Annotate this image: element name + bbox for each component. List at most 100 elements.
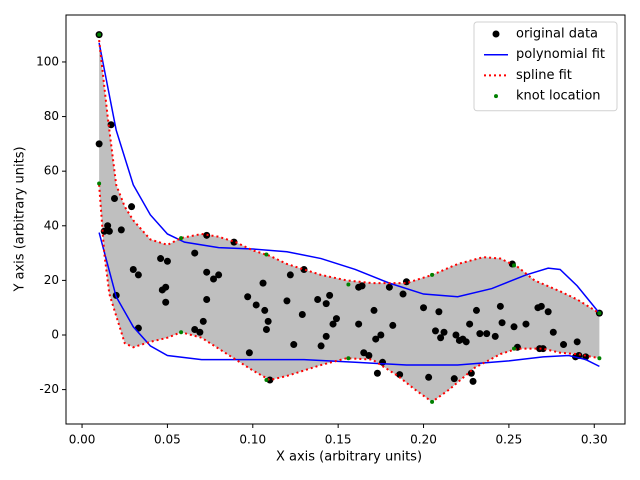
data-point: [373, 369, 381, 377]
data-point: [560, 341, 568, 349]
data-point: [435, 308, 443, 316]
data-point: [462, 338, 470, 346]
data-point: [597, 311, 602, 316]
data-point: [396, 371, 404, 379]
data-point: [539, 345, 547, 353]
data-point: [472, 306, 480, 314]
data-point: [522, 320, 530, 328]
y-tick-label: -20: [39, 382, 59, 396]
data-point: [97, 32, 102, 37]
data-point: [389, 321, 397, 329]
data-point: [597, 356, 602, 361]
data-point: [360, 349, 368, 357]
data-point: [370, 306, 378, 314]
data-point: [290, 341, 298, 349]
data-point: [191, 326, 199, 334]
data-point: [314, 295, 322, 303]
data-point: [496, 302, 504, 310]
data-point: [163, 257, 171, 265]
x-tick-label: 0.25: [496, 433, 523, 447]
data-point: [128, 203, 136, 211]
data-point: [252, 301, 260, 309]
x-tick-label: 0.10: [239, 433, 266, 447]
data-point: [452, 331, 460, 339]
legend-box: [473, 21, 618, 112]
data-point: [203, 268, 211, 276]
y-tick-label: 40: [44, 218, 59, 232]
x-tick-label: 0.15: [325, 433, 352, 447]
fit-line: [98, 232, 600, 368]
legend-swatch: [492, 30, 500, 38]
data-point: [191, 249, 199, 257]
x-tick-label: 0.00: [69, 433, 96, 447]
data-point: [425, 373, 433, 381]
data-point: [203, 295, 211, 303]
x-tick-label: 0.20: [410, 433, 437, 447]
data-point: [437, 334, 445, 342]
data-point: [283, 297, 291, 305]
x-tick-label: 0.05: [154, 433, 181, 447]
data-point: [244, 293, 252, 301]
data-point: [476, 330, 484, 338]
data-point: [264, 378, 269, 383]
axes-frame: [65, 14, 626, 425]
data-point: [450, 375, 458, 383]
data-point: [264, 252, 269, 257]
data-point: [346, 282, 351, 287]
data-point: [498, 319, 506, 327]
data-point: [326, 291, 334, 299]
data-point: [179, 236, 184, 241]
fit-line: [98, 184, 600, 404]
data-point: [105, 227, 113, 235]
fit-line: [98, 40, 600, 315]
data-point: [110, 194, 118, 202]
y-tick-label: 20: [44, 273, 59, 287]
data-point: [95, 140, 103, 148]
data-point: [385, 283, 393, 291]
legend-label: polynomial fit: [516, 47, 605, 62]
data-point: [322, 332, 330, 340]
legend-label: knot location: [516, 89, 601, 104]
data-point: [491, 332, 499, 340]
data-point: [537, 302, 545, 310]
data-point: [286, 271, 294, 279]
data-point: [300, 265, 308, 273]
data-point: [262, 326, 270, 334]
data-point: [467, 369, 475, 377]
data-point: [431, 327, 439, 335]
data-point: [162, 298, 170, 306]
data-point: [512, 263, 517, 268]
data-point: [104, 222, 112, 230]
fit-line: [98, 42, 600, 314]
data-point: [129, 265, 137, 273]
data-point: [134, 271, 142, 279]
data-point: [157, 255, 165, 263]
data-point: [199, 317, 207, 325]
data-point: [332, 315, 340, 323]
legend-label: spline fit: [516, 68, 572, 83]
x-tick-label: 0.30: [581, 433, 608, 447]
data-point: [358, 282, 366, 290]
data-point: [377, 331, 385, 339]
legend-label: original data: [516, 27, 598, 42]
data-point: [245, 349, 253, 357]
data-point: [162, 283, 170, 291]
data-point: [210, 275, 218, 283]
data-point: [259, 279, 267, 287]
data-point: [510, 323, 518, 331]
data-point: [329, 320, 337, 328]
data-point: [549, 328, 557, 336]
x-axis-label: X axis (arbitrary units): [276, 450, 422, 465]
data-point: [430, 272, 435, 277]
data-point: [261, 306, 269, 314]
y-tick-label: 80: [44, 109, 59, 123]
data-point: [365, 351, 373, 359]
data-point: [215, 271, 223, 279]
data-point: [117, 226, 125, 234]
data-point: [379, 358, 387, 366]
data-point: [420, 304, 428, 312]
plot-area: [95, 31, 603, 404]
data-point: [298, 311, 306, 319]
data-point: [440, 328, 448, 336]
